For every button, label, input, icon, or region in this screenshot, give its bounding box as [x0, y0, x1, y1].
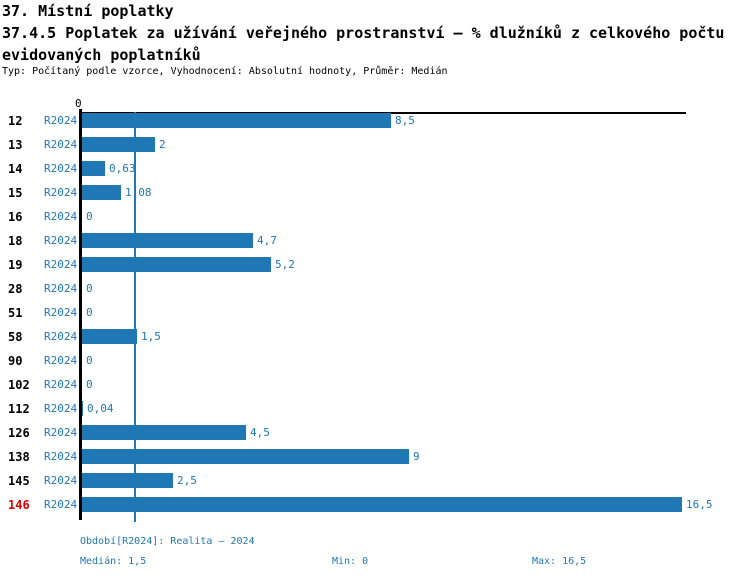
category-label: 16	[8, 210, 23, 224]
category-label: 126	[8, 426, 30, 440]
value-label: 1,08	[125, 186, 152, 199]
series-label: R2024	[44, 498, 78, 511]
series-label: R2024	[44, 282, 78, 295]
value-label: 0,63	[109, 162, 136, 175]
value-label: 0	[86, 282, 93, 295]
chart-row: 145 R2024 2,5	[0, 469, 750, 493]
value-label: 1,5	[141, 330, 161, 343]
x-axis-zero-tick-label: 0	[75, 97, 82, 110]
chart-row: 15 R2024 1,08	[0, 181, 750, 205]
period-info: Období[R2024]: Realita – 2024	[80, 536, 255, 547]
category-label: 28	[8, 282, 23, 296]
category-label: 19	[8, 258, 23, 272]
category-label: 145	[8, 474, 30, 488]
min-stat: Min: 0	[332, 556, 369, 567]
value-label: 4,7	[257, 234, 277, 247]
series-label: R2024	[44, 426, 78, 439]
series-label: R2024	[44, 474, 78, 487]
chart-row: 16 R2024 0	[0, 205, 750, 229]
category-label: 102	[8, 378, 30, 392]
series-label: R2024	[44, 186, 78, 199]
category-label: 15	[8, 186, 23, 200]
series-label: R2024	[44, 330, 78, 343]
chart-row: 58 R2024 1,5	[0, 325, 750, 349]
chart-row: 18 R2024 4,7	[0, 229, 750, 253]
value-label: 0	[86, 306, 93, 319]
value-label: 2,5	[177, 474, 197, 487]
max-stat: Max: 16,5	[532, 556, 587, 567]
category-label: 90	[8, 354, 23, 368]
bar	[82, 329, 137, 344]
chart-row: 51 R2024 0	[0, 301, 750, 325]
value-label: 0	[86, 378, 93, 391]
y-axis-line	[79, 109, 82, 520]
bar	[82, 425, 246, 440]
chart-row: 126 R2024 4,5	[0, 421, 750, 445]
bar	[82, 473, 173, 488]
category-label: 13	[8, 138, 23, 152]
series-label: R2024	[44, 162, 78, 175]
bar	[82, 401, 83, 416]
value-label: 5,2	[275, 258, 295, 271]
bar	[82, 113, 391, 128]
bar	[82, 161, 105, 176]
chart-row: 112 R2024 0,04	[0, 397, 750, 421]
category-label: 146	[8, 498, 30, 512]
bar	[82, 185, 121, 200]
value-label: 2	[159, 138, 166, 151]
chart-row: 90 R2024 0	[0, 349, 750, 373]
series-label: R2024	[44, 210, 78, 223]
value-label: 8,5	[395, 114, 415, 127]
bar	[82, 497, 682, 512]
category-label: 12	[8, 114, 23, 128]
category-label: 112	[8, 402, 30, 416]
series-label: R2024	[44, 234, 78, 247]
chart-row: 138 R2024 9	[0, 445, 750, 469]
value-label: 4,5	[250, 426, 270, 439]
category-label: 14	[8, 162, 23, 176]
chart-row: 102 R2024 0	[0, 373, 750, 397]
series-label: R2024	[44, 258, 78, 271]
series-label: R2024	[44, 354, 78, 367]
report-subtitle-line1: 37.4.5 Poplatek za užívání veřejného pro…	[2, 24, 725, 42]
series-label: R2024	[44, 378, 78, 391]
median-reference-line	[134, 112, 136, 522]
value-label: 9	[413, 450, 420, 463]
value-label: 0,04	[87, 402, 114, 415]
value-label: 0	[86, 210, 93, 223]
series-label: R2024	[44, 306, 78, 319]
chart-row: 146 R2024 16,5	[0, 493, 750, 517]
chart-row: 14 R2024 0,63	[0, 157, 750, 181]
report-title: 37. Místní poplatky	[2, 2, 174, 20]
chart-row: 13 R2024 2	[0, 133, 750, 157]
category-label: 138	[8, 450, 30, 464]
chart-row: 28 R2024 0	[0, 277, 750, 301]
category-label: 51	[8, 306, 23, 320]
value-label: 16,5	[686, 498, 713, 511]
series-label: R2024	[44, 138, 78, 151]
chart-row: 12 R2024 8,5	[0, 109, 750, 133]
bar	[82, 449, 409, 464]
series-label: R2024	[44, 450, 78, 463]
bar	[82, 233, 253, 248]
bar	[82, 137, 155, 152]
report-subtitle-line2: evidovaných poplatníků	[2, 46, 201, 64]
category-label: 58	[8, 330, 23, 344]
series-label: R2024	[44, 402, 78, 415]
value-label: 0	[86, 354, 93, 367]
median-stat: Medián: 1,5	[80, 556, 147, 567]
series-label: R2024	[44, 114, 78, 127]
report-meta: Typ: Počítaný podle vzorce, Vyhodnocení:…	[2, 66, 448, 77]
category-label: 18	[8, 234, 23, 248]
chart-row: 19 R2024 5,2	[0, 253, 750, 277]
bar	[82, 257, 271, 272]
